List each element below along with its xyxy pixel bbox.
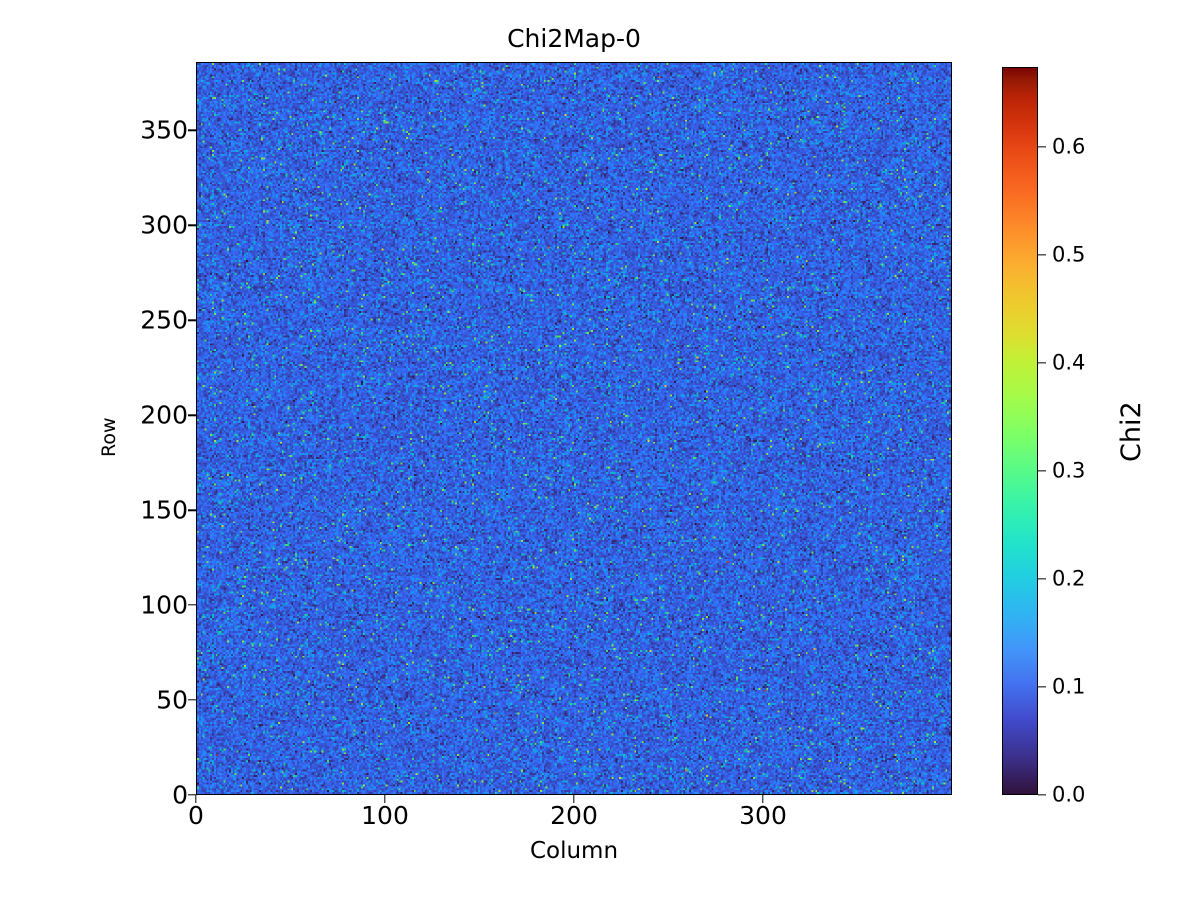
y-tick-mark [188, 604, 196, 606]
y-tick-label: 150 [140, 495, 188, 525]
y-tick-label: 300 [140, 210, 188, 240]
x-tick-label: 300 [739, 801, 787, 830]
colorbar-tick-label: 0.3 [1052, 458, 1086, 483]
y-tick-mark [188, 224, 196, 226]
colorbar-tick-label: 0.0 [1052, 782, 1086, 807]
y-tick-mark [188, 414, 196, 416]
y-tick-mark [188, 794, 196, 796]
y-axis-label: Row [98, 417, 120, 457]
colorbar-tick-mark [1038, 794, 1046, 796]
chart-title: Chi2Map-0 [507, 24, 641, 53]
colorbar-tick-label: 0.5 [1052, 242, 1086, 267]
x-tick-mark [384, 795, 386, 803]
colorbar-label: Chi2 [1116, 401, 1147, 462]
x-axis-label: Column [529, 838, 619, 864]
colorbar-tick-label: 0.2 [1052, 566, 1086, 591]
x-tick-mark [573, 795, 575, 803]
y-tick-label: 50 [156, 685, 188, 715]
colorbar [1002, 67, 1038, 795]
y-tick-mark [188, 509, 196, 511]
x-tick-label: 0 [188, 801, 204, 830]
y-tick-mark [188, 129, 196, 132]
x-tick-mark [195, 795, 197, 803]
colorbar-tick-mark [1038, 686, 1046, 688]
heatmap-image [197, 63, 951, 794]
x-tick-label: 200 [550, 801, 598, 830]
y-tick-label: 0 [172, 780, 188, 810]
y-tick-label: 250 [140, 305, 188, 335]
y-tick-label: 100 [140, 590, 188, 620]
colorbar-tick-label: 0.1 [1052, 674, 1086, 699]
y-tick-mark [188, 319, 196, 321]
colorbar-tick-mark [1038, 254, 1046, 256]
y-tick-label: 200 [140, 400, 188, 430]
heatmap-axes [196, 62, 952, 795]
y-tick-label: 350 [140, 115, 188, 145]
y-tick-mark [188, 699, 196, 701]
colorbar-tick-label: 0.6 [1052, 134, 1086, 159]
colorbar-tick-mark [1038, 470, 1046, 472]
colorbar-tick-mark [1038, 362, 1046, 364]
colorbar-tick-label: 0.4 [1052, 350, 1086, 375]
colorbar-tick-mark [1038, 146, 1046, 148]
colorbar-tick-mark [1038, 578, 1046, 580]
x-tick-mark [762, 795, 764, 803]
x-tick-label: 100 [361, 801, 409, 830]
